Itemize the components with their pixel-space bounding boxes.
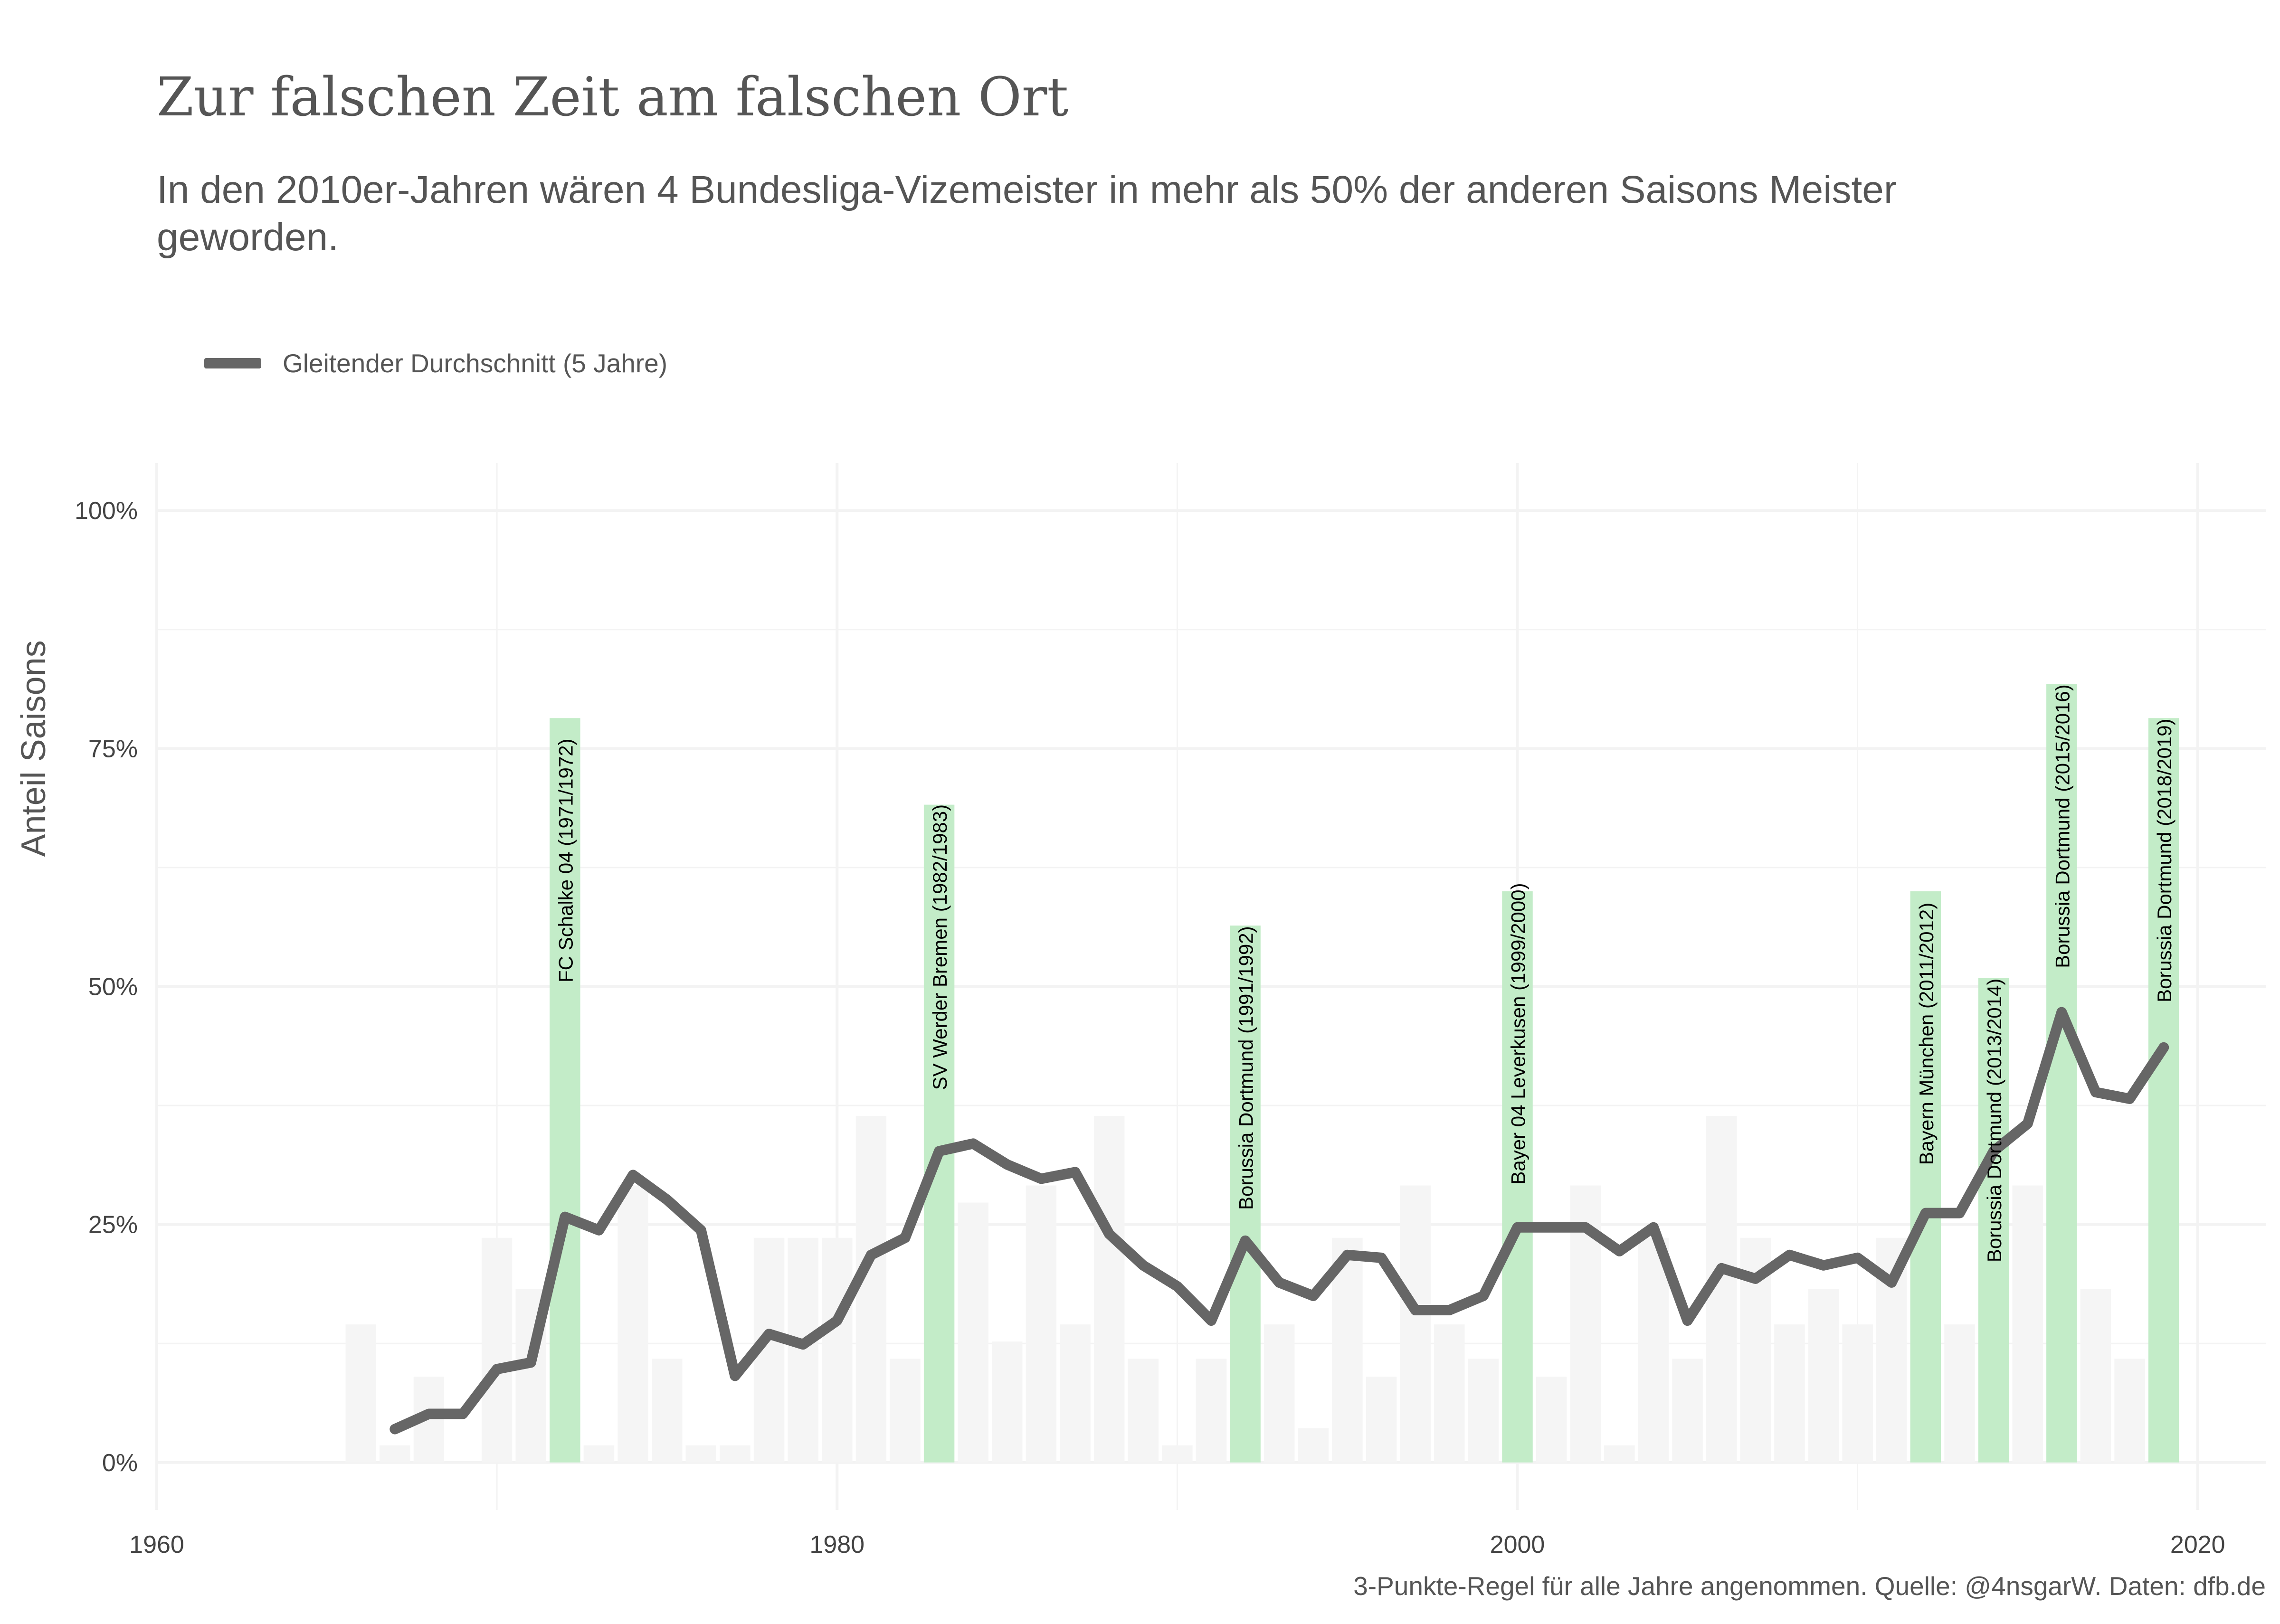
chart-subtitle: In den 2010er-Jahren wären 4 Bundesliga-…	[157, 168, 1897, 259]
bar-label: Borussia Dortmund (1991/1992)	[1235, 926, 1257, 1210]
bar	[345, 1324, 376, 1463]
highlight-bar	[1910, 891, 1941, 1463]
chart-caption: 3-Punkte-Regel für alle Jahre angenommen…	[1353, 1571, 2266, 1601]
bar	[651, 1359, 683, 1463]
bar	[2012, 1185, 2043, 1463]
bar-label: SV Werder Bremen (1982/1983)	[929, 804, 951, 1090]
y-tick-label: 50%	[88, 973, 138, 1001]
x-tick-label: 2020	[2170, 1531, 2225, 1558]
bar	[958, 1202, 988, 1463]
highlight-bar	[923, 804, 955, 1463]
legend-line-swatch	[204, 358, 261, 368]
bar	[1842, 1324, 1873, 1463]
bar	[1093, 1116, 1125, 1463]
bar-label: Borussia Dortmund (2018/2019)	[2153, 718, 2176, 1002]
bar	[1366, 1377, 1397, 1463]
highlight-bar	[1978, 978, 2009, 1463]
y-tick-label: 25%	[88, 1211, 138, 1239]
bar	[992, 1341, 1023, 1463]
chart-title: Zur falschen Zeit am falschen Ort	[157, 66, 1069, 128]
bar-label: Bayern München (2011/2012)	[1915, 903, 1938, 1165]
highlight-bar	[2046, 684, 2077, 1463]
x-tick-label: 2000	[1490, 1531, 1545, 1558]
x-tick-label: 1980	[809, 1531, 864, 1558]
highlight-bar	[1502, 891, 1533, 1463]
bar	[1298, 1428, 1329, 1463]
bar	[1468, 1359, 1499, 1463]
bar	[2080, 1289, 2111, 1463]
bar	[583, 1445, 615, 1463]
bar-label: FC Schalke 04 (1971/1972)	[554, 738, 577, 982]
legend-label: Gleitender Durchschnitt (5 Jahre)	[283, 349, 668, 378]
bar	[1128, 1359, 1159, 1463]
bar	[1604, 1445, 1635, 1463]
y-tick-label: 75%	[88, 735, 138, 763]
bar	[1026, 1185, 1057, 1463]
bar	[380, 1445, 410, 1463]
bar	[1264, 1324, 1295, 1463]
bar-label: Borussia Dortmund (2013/2014)	[1983, 979, 2005, 1263]
bar	[822, 1237, 853, 1463]
bar	[855, 1116, 887, 1463]
bar	[1434, 1324, 1465, 1463]
bar	[788, 1237, 818, 1463]
y-tick-label: 0%	[102, 1449, 138, 1477]
bar	[890, 1359, 921, 1463]
bar	[481, 1237, 513, 1463]
bar	[1536, 1377, 1567, 1463]
bar-label: Borussia Dortmund (2015/2016)	[2051, 684, 2073, 968]
bar	[1162, 1445, 1193, 1463]
bar	[2114, 1359, 2145, 1463]
bar	[1808, 1289, 1839, 1463]
highlight-bar	[2148, 718, 2179, 1463]
bar	[1196, 1359, 1227, 1463]
bar	[1672, 1359, 1703, 1463]
legend: Gleitender Durchschnitt (5 Jahre)	[204, 342, 667, 385]
y-axis-title: Anteil Saisons	[15, 640, 53, 857]
bar	[1638, 1237, 1669, 1463]
x-tick-label: 1960	[129, 1531, 184, 1558]
bar	[685, 1445, 717, 1463]
y-tick-label: 100%	[75, 497, 138, 525]
highlight-bar	[1230, 925, 1261, 1463]
bar-label: Bayer 04 Leverkusen (1999/2000)	[1507, 883, 1530, 1184]
bar	[1774, 1324, 1805, 1463]
bar	[1944, 1324, 1975, 1463]
bar	[1060, 1324, 1091, 1463]
bar	[618, 1185, 648, 1463]
moving-average-line	[390, 1007, 2169, 1435]
bar	[720, 1445, 750, 1463]
bar	[1400, 1185, 1431, 1463]
highlight-bar	[550, 718, 580, 1463]
